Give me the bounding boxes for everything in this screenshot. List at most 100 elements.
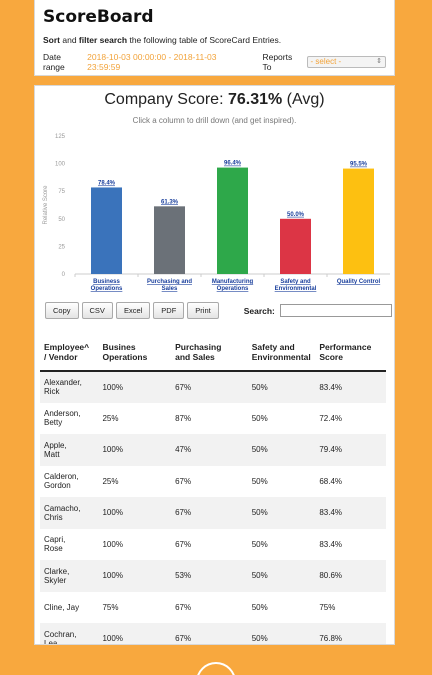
- bar[interactable]: [154, 206, 185, 274]
- scoreboard-card: Company Score: 76.31% (Avg) Click a colu…: [34, 85, 395, 645]
- bar[interactable]: [91, 187, 122, 274]
- search-label: Search:: [243, 305, 275, 316]
- select-arrows-icon: ⇕: [376, 58, 382, 65]
- col-safety[interactable]: Safety and Environmental: [247, 334, 316, 372]
- cell-value: 67%: [175, 508, 192, 518]
- cell-employee: Cline, Jay: [40, 592, 98, 624]
- cell-line: Clarke,: [44, 566, 70, 576]
- table-row[interactable]: Calderon, Gordon 25% 67% 50% 68.4%: [40, 466, 386, 498]
- cell-value: 83.4%: [319, 508, 343, 518]
- scorecard-table: Employee^ / Vendor Busines Operations Pu…: [40, 334, 386, 644]
- col-safety-line1: Safety and: [251, 342, 295, 352]
- category-label[interactable]: Sales: [162, 286, 178, 292]
- cell-line: Apple,: [44, 440, 67, 450]
- reports-to-selected: - select -: [310, 57, 342, 66]
- bar-value-label[interactable]: 50.0%: [287, 212, 305, 218]
- header-card: ScoreBoard Sort and filter search the fo…: [34, 0, 395, 76]
- table-row[interactable]: Cochran, Lea 100% 67% 50% 76.8%: [40, 623, 386, 644]
- cell-value: 72.4%: [319, 413, 343, 423]
- category-label[interactable]: Environmental: [275, 286, 317, 292]
- cell-value: 83.4%: [319, 382, 343, 392]
- table-row[interactable]: Clarke, Skyler 100% 53% 50% 80.6%: [40, 560, 386, 592]
- cell-line: Cochran,: [44, 629, 77, 639]
- sort-asc-icon: ^: [84, 342, 90, 352]
- cell-value: 50%: [251, 571, 268, 581]
- cell-value: 50%: [251, 539, 268, 549]
- col-safety-line2: Environmental: [251, 352, 311, 362]
- cell-value: 100%: [102, 634, 123, 644]
- col-performance-line2: Score: [319, 352, 343, 362]
- table-row[interactable]: Capri, Rose 100% 67% 50% 83.4%: [40, 529, 386, 561]
- reports-to-label: Reports To: [262, 52, 293, 72]
- chart-hint: Click a column to drill down (and get in…: [132, 116, 297, 125]
- y-axis-label: Relative Score: [43, 185, 49, 225]
- search-input[interactable]: [279, 304, 392, 317]
- table-header-row: Employee^ / Vendor Busines Operations Pu…: [40, 334, 386, 372]
- bar-value-label[interactable]: 78.4%: [98, 180, 116, 186]
- date-range-label: Date range: [43, 52, 65, 72]
- col-business[interactable]: Busines Operations: [98, 334, 172, 372]
- bar-value-label[interactable]: 95.5%: [350, 162, 368, 168]
- cell-value: 100%: [102, 382, 123, 392]
- col-performance[interactable]: Performance Score: [315, 334, 386, 372]
- cell-employee: Apple, Matt: [40, 434, 98, 466]
- cell-value: 67%: [175, 634, 192, 644]
- bar-value-label[interactable]: 61.3%: [161, 199, 179, 205]
- cell-value: 87%: [175, 413, 192, 423]
- y-tick-label: 125: [55, 134, 66, 140]
- home-button[interactable]: [196, 662, 236, 675]
- y-tick-label: 75: [58, 189, 65, 195]
- pdf-button[interactable]: PDF: [153, 302, 185, 319]
- category-label[interactable]: Operations: [91, 286, 123, 292]
- bar[interactable]: [343, 168, 374, 274]
- cell-employee: Cochran, Lea: [40, 623, 98, 644]
- table-toolbar: Copy CSV Excel PDF Print Search:: [45, 302, 392, 319]
- category-label[interactable]: Purchasing and: [147, 279, 192, 285]
- score-value: 76.31%: [227, 91, 283, 108]
- cell-value: 75%: [102, 602, 119, 612]
- category-label[interactable]: Operations: [217, 286, 249, 292]
- table-row[interactable]: Apple, Matt 100% 47% 50% 79.4%: [40, 434, 386, 466]
- col-purchasing-line2: and Sales: [175, 352, 215, 362]
- bar-value-label[interactable]: 96.4%: [224, 161, 242, 167]
- category-label[interactable]: Quality Control: [337, 279, 381, 285]
- table-row[interactable]: Alexander, Rick 100% 67% 50% 83.4%: [40, 371, 386, 403]
- date-range-picker[interactable]: 2018-10-03 00:00:00 - 2018-11-03 23:59:5…: [87, 52, 217, 72]
- col-purchasing[interactable]: Purchasing and Sales: [171, 334, 248, 372]
- cell-line: Gordon: [44, 481, 71, 491]
- col-employee[interactable]: Employee^ / Vendor: [40, 334, 99, 372]
- app-title: ScoreBoard: [43, 7, 154, 27]
- category-label[interactable]: Manufacturing: [212, 279, 254, 285]
- table-row[interactable]: Anderson, Betty 25% 87% 50% 72.4%: [40, 403, 386, 435]
- col-purchasing-line1: Purchasing: [175, 342, 222, 352]
- col-employee-line1: Employee: [44, 342, 85, 352]
- category-label[interactable]: Safety and: [280, 279, 311, 285]
- table-row[interactable]: Camacho, Chris 100% 67% 50% 83.4%: [40, 497, 386, 529]
- bar[interactable]: [280, 218, 311, 274]
- cell-value: 100%: [102, 571, 123, 581]
- y-tick-label: 25: [58, 244, 65, 250]
- cell-value: 50%: [251, 602, 268, 612]
- cell-value: 100%: [102, 539, 123, 549]
- y-tick-label: 0: [62, 272, 66, 278]
- cell-value: 25%: [102, 413, 119, 423]
- copy-button[interactable]: Copy: [45, 302, 79, 319]
- excel-button[interactable]: Excel: [115, 302, 151, 319]
- score-chart-svg: Relative Score 0 25 50 75 100 125 78.4% Business…: [43, 134, 390, 292]
- cell-value: 25%: [102, 476, 119, 486]
- csv-button[interactable]: CSV: [81, 302, 113, 319]
- bar[interactable]: [217, 167, 248, 274]
- print-button[interactable]: Print: [187, 302, 219, 319]
- score-chart: Relative Score 0 25 50 75 100 125 78.4% Business…: [35, 130, 394, 298]
- score-suffix: (Avg): [282, 91, 325, 108]
- cell-employee: Camacho, Chris: [40, 497, 98, 529]
- cell-line: Capri,: [44, 535, 66, 545]
- filters-row: Date range 2018-10-03 00:00:00 - 2018-11…: [43, 52, 386, 72]
- table-row[interactable]: Cline, Jay 75% 67% 50% 75%: [40, 592, 386, 624]
- cell-employee: Capri, Rose: [40, 529, 98, 561]
- cell-value: 100%: [102, 508, 123, 518]
- category-label[interactable]: Business: [93, 279, 120, 285]
- reports-to-select[interactable]: - select - ⇕: [306, 56, 386, 68]
- cell-value: 50%: [251, 634, 268, 644]
- cell-value: 100%: [102, 445, 123, 455]
